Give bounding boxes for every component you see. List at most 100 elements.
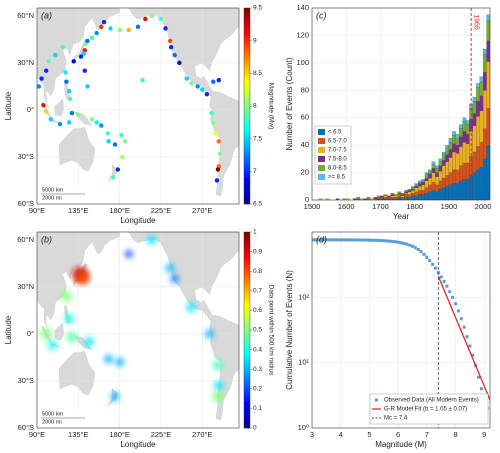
data-point <box>324 238 328 242</box>
bar-segment <box>483 54 487 73</box>
data-point <box>431 262 435 266</box>
x-tick-label: 1800 <box>406 202 423 211</box>
bar-segment <box>448 142 453 150</box>
colorbar-step <box>244 102 250 107</box>
data-point <box>442 279 446 283</box>
data-point <box>422 252 426 256</box>
bar-segment <box>431 190 436 200</box>
colorbar-step <box>244 405 250 409</box>
bar-segment <box>455 138 460 146</box>
colorbar-tick-label: 0.1 <box>253 405 262 412</box>
colorbar-step <box>244 385 250 390</box>
bar-segment <box>414 184 419 187</box>
axes-frame <box>36 7 240 205</box>
x-tick-label: 5 <box>367 430 371 439</box>
event-point <box>111 175 116 180</box>
colorbar-step <box>244 251 250 256</box>
data-point <box>419 250 423 254</box>
colorbar-step <box>244 369 250 373</box>
colorbar-tick-label: 0.9 <box>253 248 262 255</box>
bar-segment <box>418 183 422 187</box>
colorbar-step <box>244 141 250 146</box>
event-point <box>189 81 194 86</box>
colorbar-step <box>244 60 250 64</box>
land <box>58 350 96 396</box>
data-point <box>399 241 403 245</box>
bar-segment <box>407 191 412 195</box>
colorbar-step <box>244 21 250 25</box>
bar-segment <box>465 143 470 164</box>
bar-segment <box>459 136 463 147</box>
bar-segment <box>479 142 484 168</box>
y-axis-label: Latitude <box>4 315 13 344</box>
bar-segment <box>411 188 415 191</box>
data-point <box>451 295 455 299</box>
bar-segment <box>411 193 415 196</box>
y-tick-label: 120 <box>296 30 309 39</box>
colorbar-step <box>244 174 250 179</box>
colorbar-step <box>244 24 250 28</box>
bar-segment <box>414 195 419 200</box>
density-spot <box>75 270 90 285</box>
x-tick-label: 1700 <box>372 202 389 211</box>
bar-segment <box>400 193 405 195</box>
data-point <box>342 238 346 242</box>
x-axis-label: Longitude <box>120 440 156 449</box>
bar-segment <box>404 191 408 194</box>
colorbar-step <box>244 177 250 182</box>
bar-segment <box>445 154 450 162</box>
data-point <box>359 238 363 242</box>
bar-segment <box>421 180 426 183</box>
data-point <box>388 239 392 243</box>
panel: 90°E 135°E 180°E 225°E 270°E 60°S 30°S 0° 30°N 60… <box>4 5 274 225</box>
data-point <box>459 317 463 321</box>
bar-segment <box>431 161 436 165</box>
colorbar-step <box>244 70 250 74</box>
bar-segment <box>472 172 477 200</box>
colorbar-step <box>244 408 250 412</box>
bar-segment <box>445 145 450 148</box>
bar-segment <box>404 193 408 195</box>
event-point <box>82 68 87 73</box>
data-point <box>313 238 317 242</box>
panel: 90°E 135°E 180°E 225°E 270°E 60°S 30°S 0° 30°N 60… <box>4 229 274 449</box>
bar-segment <box>452 143 456 153</box>
bar-segment <box>387 195 391 198</box>
bar-segment <box>400 194 405 196</box>
x-tick-label: 135°E <box>68 206 89 215</box>
event-point <box>60 45 65 50</box>
bar-segment <box>441 151 446 155</box>
colorbar-step <box>244 323 250 328</box>
colorbar-step <box>244 135 250 139</box>
colorbar-step <box>244 138 250 143</box>
bar-segment <box>445 147 450 155</box>
legend-swatch <box>375 398 378 402</box>
bar-segment <box>414 183 419 186</box>
data-point <box>316 238 320 242</box>
bar-segment <box>438 161 443 166</box>
colorbar-step <box>244 343 250 347</box>
legend-label: 7.0-7.5 <box>328 148 347 154</box>
bar-segment <box>486 108 490 146</box>
data-point <box>396 240 400 244</box>
data-point <box>433 266 437 270</box>
x-tick-label: 180°E <box>109 206 130 215</box>
data-point <box>390 239 394 243</box>
data-point <box>402 241 406 245</box>
colorbar-step <box>244 125 250 130</box>
bar-segment <box>356 197 361 199</box>
bar-segment <box>387 197 391 199</box>
event-point <box>69 110 75 116</box>
colorbar-step <box>244 66 250 71</box>
colorbar-step <box>244 320 250 324</box>
colorbar-step <box>244 76 250 81</box>
y-tick-label: 30°N <box>17 58 34 67</box>
data-point <box>336 238 340 242</box>
density-spot <box>124 249 133 258</box>
event-point <box>53 52 58 58</box>
bar-segment <box>435 191 439 200</box>
data-point <box>333 238 337 242</box>
colorbar-step <box>244 388 250 393</box>
colorbar-step <box>244 187 250 192</box>
colorbar-step <box>244 148 250 153</box>
